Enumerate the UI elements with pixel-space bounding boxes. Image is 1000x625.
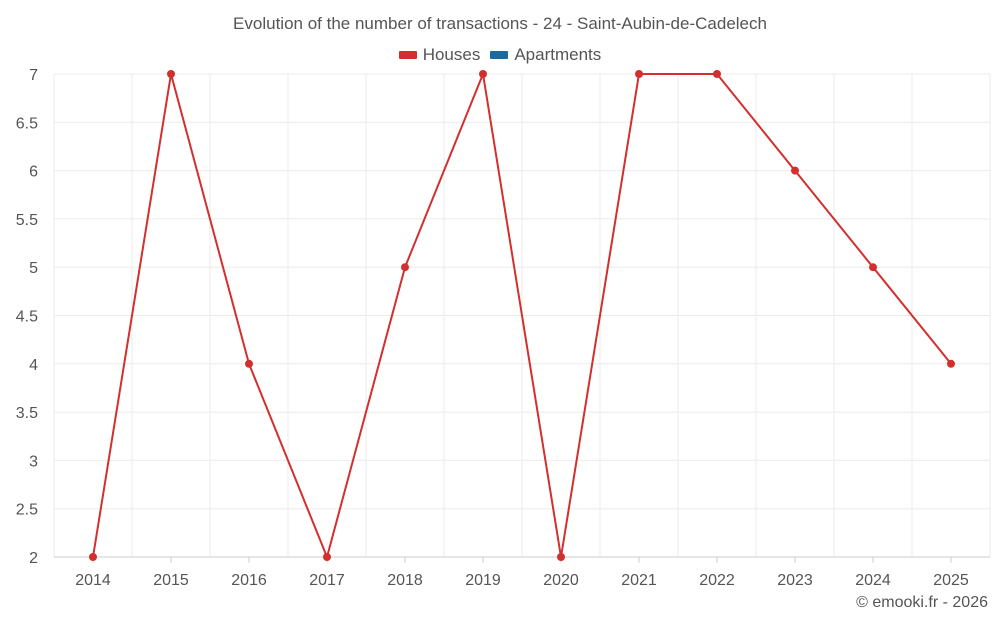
data-point-houses: [89, 553, 97, 561]
y-tick-label: 2: [29, 550, 38, 567]
x-tick-label: 2017: [309, 572, 345, 589]
legend-item-houses[interactable]: Houses: [398, 45, 481, 65]
data-point-houses: [323, 553, 331, 561]
x-tick-label: 2018: [387, 572, 423, 589]
y-tick-label: 2.5: [16, 502, 38, 519]
legend-swatch-houses: [398, 51, 417, 59]
x-tick-label: 2025: [933, 572, 969, 589]
x-tick-label: 2019: [465, 572, 501, 589]
y-tick-label: 4.5: [16, 309, 38, 326]
data-point-houses: [869, 263, 877, 272]
x-tick-label: 2023: [777, 572, 813, 589]
chart-title: Evolution of the number of transactions …: [233, 14, 767, 33]
x-tick-label: 2024: [855, 572, 891, 589]
y-tick-label: 6: [29, 164, 38, 181]
watermark: © emooki.fr - 2026: [856, 594, 988, 611]
y-tick-label: 4: [29, 357, 38, 374]
y-tick-label: 7: [29, 67, 38, 84]
y-tick-label: 6.5: [16, 115, 38, 132]
x-tick-label: 2016: [231, 572, 267, 589]
data-point-houses: [713, 70, 721, 78]
data-point-houses: [401, 263, 409, 272]
data-point-houses: [791, 166, 799, 175]
data-point-houses: [245, 359, 253, 368]
x-tick-label: 2021: [621, 572, 657, 589]
legend-swatch-apartments: [490, 51, 509, 59]
legend-item-apartments[interactable]: Apartments: [490, 45, 601, 65]
series-line-houses: [92, 73, 952, 558]
data-point-houses: [167, 70, 175, 78]
y-tick-label: 3.5: [16, 405, 38, 422]
y-tick-label: 5.5: [16, 212, 38, 229]
data-point-houses: [557, 553, 565, 561]
legend-label-apartments: Apartments: [514, 45, 602, 64]
y-tick-label: 5: [29, 260, 38, 277]
x-tick-label: 2014: [75, 572, 111, 589]
data-point-houses: [479, 70, 487, 78]
y-tick-label: 3: [29, 453, 38, 470]
x-tick-label: 2020: [543, 572, 579, 589]
x-tick-label: 2015: [153, 572, 189, 589]
data-point-houses: [947, 359, 955, 368]
legend-label-houses: Houses: [422, 45, 481, 64]
x-tick-label: 2022: [699, 572, 735, 589]
data-point-houses: [635, 70, 643, 78]
legend: Houses Apartments: [0, 45, 1000, 65]
